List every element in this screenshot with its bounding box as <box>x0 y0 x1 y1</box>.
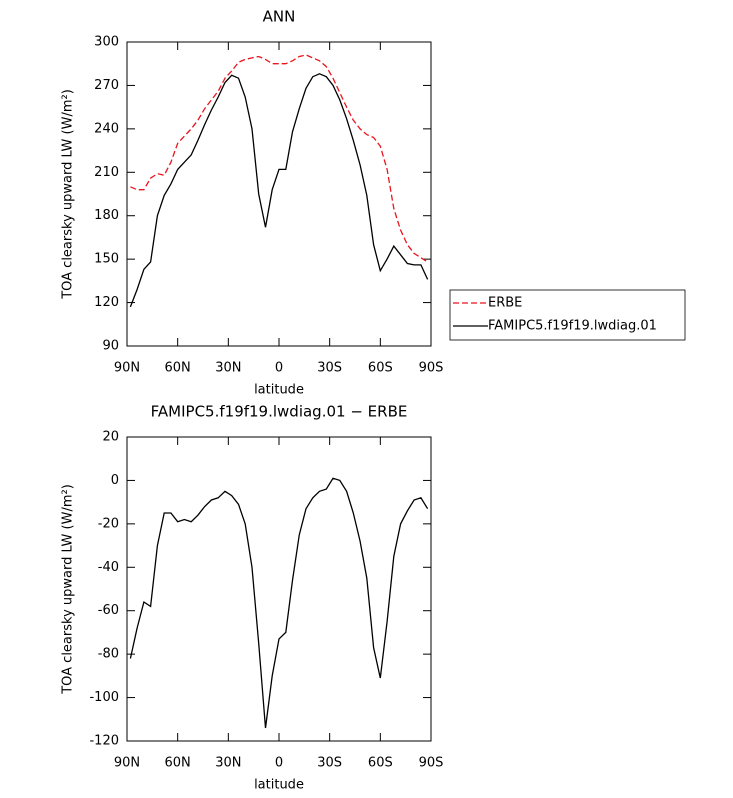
y-tick-label: 120 <box>94 295 119 310</box>
legend-label: ERBE <box>488 296 522 311</box>
x-axis-label: latitude <box>254 778 304 793</box>
x-tick-label: 90S <box>419 361 444 376</box>
y-tick-label: 90 <box>102 339 119 354</box>
y-tick-label: 240 <box>94 121 119 136</box>
y-tick-label: 20 <box>102 430 119 445</box>
x-axis-label: latitude <box>254 383 304 398</box>
x-tick-label: 60S <box>368 756 393 771</box>
x-tick-label: 90S <box>419 756 444 771</box>
chart-title: ANN <box>263 8 296 26</box>
x-tick-label: 0 <box>275 361 283 376</box>
y-tick-label: -40 <box>98 560 119 575</box>
x-tick-label: 30N <box>215 756 241 771</box>
y-tick-label: 300 <box>94 35 119 50</box>
y-tick-label: 210 <box>94 165 119 180</box>
x-tick-label: 60N <box>165 361 191 376</box>
y-tick-label: 270 <box>94 78 119 93</box>
chart-title: FAMIPC5.f19f19.lwdiag.01 − ERBE <box>151 403 408 421</box>
x-tick-label: 30S <box>317 756 342 771</box>
y-axis-label: TOA clearsky upward LW (W/m²) <box>61 89 76 300</box>
y-tick-label: -80 <box>98 647 119 662</box>
legend-label: FAMIPC5.f19f19.lwdiag.01 <box>488 319 657 334</box>
y-tick-label: 150 <box>94 252 119 267</box>
y-tick-label: 0 <box>111 473 119 488</box>
y-tick-label: -20 <box>98 516 119 531</box>
x-tick-label: 30S <box>317 361 342 376</box>
axes-frame <box>126 436 432 742</box>
y-axis-label: TOA clearsky upward LW (W/m²) <box>61 484 76 695</box>
x-tick-label: 30N <box>215 361 241 376</box>
series-line <box>130 54 428 263</box>
y-tick-label: -120 <box>89 734 119 749</box>
x-tick-label: 0 <box>275 756 283 771</box>
axes-frame <box>126 41 432 347</box>
x-tick-label: 60S <box>368 361 393 376</box>
y-tick-label: -60 <box>98 603 119 618</box>
x-tick-label: 90N <box>114 756 140 771</box>
series-line <box>129 477 429 729</box>
y-tick-label: -100 <box>89 690 119 705</box>
series-line <box>129 73 429 308</box>
legend-box <box>449 289 686 341</box>
y-tick-label: 180 <box>94 208 119 223</box>
x-tick-label: 60N <box>165 756 191 771</box>
x-tick-label: 90N <box>114 361 140 376</box>
